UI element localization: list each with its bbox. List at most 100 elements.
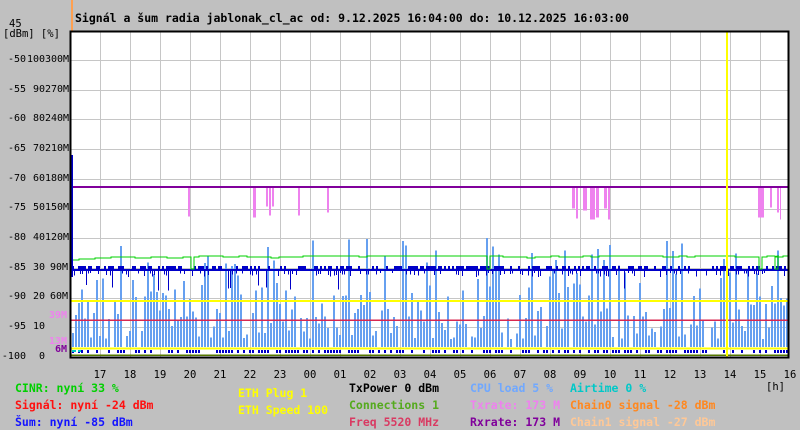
cpu-load-bar: [351, 335, 353, 347]
cpu-load-bar: [168, 309, 170, 347]
cpu-load-bar: [474, 337, 476, 347]
noise-floor-dash: [705, 350, 707, 353]
noise-tick-up: [546, 266, 548, 269]
v-gridline: [340, 31, 341, 358]
txrate-spike: [272, 188, 274, 207]
y-tick-label: 240M: [45, 113, 70, 124]
noise-tick-up: [688, 266, 690, 269]
noise-tick-up: [550, 266, 552, 269]
cpu-load-bar: [99, 336, 101, 347]
cpu-load-bar: [426, 262, 428, 347]
noise-tick-up: [400, 266, 402, 269]
noise-tick-up: [408, 266, 410, 269]
cpu-load-bar: [528, 287, 530, 347]
cpu-load-bar: [537, 311, 539, 347]
noise-tick-up: [358, 266, 360, 269]
cpu-load-bar: [564, 250, 566, 347]
noise-floor-dash: [264, 350, 266, 353]
y-tick-label: 50: [32, 202, 45, 213]
cpu-load-bar: [402, 240, 404, 347]
cpu-load-bar: [654, 331, 656, 347]
cpu-load-bar: [312, 240, 314, 347]
noise-tick-up: [574, 266, 576, 269]
cpu-load-bar: [684, 334, 686, 347]
noise-tick-up: [466, 266, 468, 269]
cpu-load-bar: [93, 313, 95, 347]
cpu-load-bar: [327, 327, 329, 347]
noise-tick-down: [380, 271, 381, 274]
noise-tick-up: [438, 266, 440, 269]
noise-tick-down: [608, 271, 609, 277]
cpu-load-bar: [645, 311, 647, 347]
cpu-load-bar: [573, 283, 575, 347]
y-tick-label: 120M: [45, 232, 70, 243]
noise-tick-up: [330, 266, 332, 269]
v-gridline: [670, 31, 671, 358]
noise-tick-down: [122, 271, 123, 274]
noise-tick-down: [696, 271, 697, 277]
noise-floor-dash: [144, 350, 146, 353]
noise-floor-dash: [693, 350, 695, 353]
x-tick-label: 17: [93, 369, 107, 381]
cpu-load-bar: [228, 331, 230, 347]
noise-tick-down: [666, 271, 667, 276]
noise-tick-up: [280, 266, 282, 269]
noise-tick-up: [484, 266, 486, 269]
x-tick-label: 23: [273, 369, 287, 381]
cpu-load-bar: [75, 315, 77, 347]
noise-tick-down: [674, 271, 675, 274]
noise-tick-deep: [338, 271, 339, 290]
noise-tick-down: [434, 271, 435, 275]
noise-floor-dash: [294, 350, 296, 353]
txrate-spike: [758, 188, 764, 218]
cpu-load-bar: [219, 313, 221, 347]
legend-item: CINR: nyní 33 %: [15, 381, 119, 395]
noise-floor-dash: [636, 350, 638, 353]
noise-floor-dash: [108, 350, 110, 353]
noise-tick-up: [80, 266, 82, 269]
cpu-load-bar: [126, 335, 128, 347]
noise-floor-dash: [249, 350, 251, 353]
noise-tick-up: [174, 266, 176, 269]
cpu-load-bar: [405, 245, 407, 347]
cpu-load-bar: [390, 333, 392, 347]
noise-tick-down: [716, 271, 717, 275]
cpu-load-bar: [579, 284, 581, 347]
x-tick-label: 14: [723, 369, 737, 381]
noise-tick-up: [532, 266, 534, 269]
h-gridline: [70, 149, 789, 150]
cpu-load-bar: [360, 294, 362, 347]
noise-tick-up: [148, 266, 150, 269]
noise-tick-up: [304, 266, 306, 269]
cpu-load-bar: [642, 316, 644, 347]
noise-tick-down: [628, 271, 629, 274]
noise-tick-up: [510, 266, 512, 269]
noise-floor-dash: [120, 350, 122, 353]
noise-floor-dash: [687, 350, 689, 353]
noise-floor-dash: [435, 350, 437, 353]
noise-tick-up: [586, 266, 588, 269]
noise-tick-up: [448, 266, 450, 269]
noise-floor-dash: [237, 350, 239, 353]
y-tick-label: 150M: [45, 202, 70, 213]
cpu-load-bar: [606, 308, 608, 347]
noise-tick-down: [418, 271, 419, 276]
cpu-load-bar: [264, 332, 266, 347]
noise-floor-dash: [690, 350, 692, 353]
noise-tick-up: [396, 266, 398, 269]
noise-tick-up: [342, 266, 344, 269]
txrate-spike: [770, 188, 772, 208]
cpu-load-bar: [519, 295, 521, 347]
cpu-load-bar: [576, 273, 578, 347]
noise-tick-up: [350, 266, 352, 269]
cpu-load-bar: [273, 260, 275, 347]
noise-tick-down: [568, 271, 569, 276]
y-tick-label: 60M: [49, 291, 68, 302]
noise-tick-up: [422, 266, 424, 269]
noise-tick-down: [500, 271, 501, 276]
y-axis-row: -75 50 150M: [0, 202, 70, 214]
noise-tick-down: [184, 271, 185, 274]
cpu-load-bar: [432, 337, 434, 347]
noise-tick-up: [82, 266, 84, 269]
noise-floor-dash: [348, 350, 350, 353]
